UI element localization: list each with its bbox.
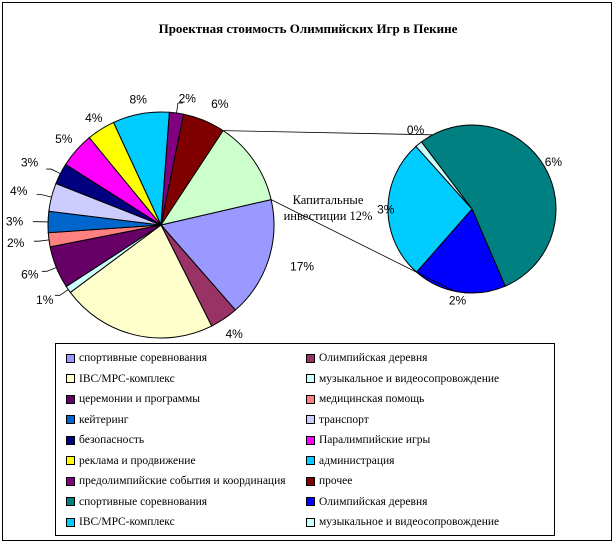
legend-item: Олимпийская деревня xyxy=(306,348,427,368)
secondary-pie-slice xyxy=(387,145,473,273)
legend-label: музыкальное и видеосопровождение xyxy=(319,372,500,385)
main-pie-data-label: 17% xyxy=(290,260,314,274)
legend-label: транспорт xyxy=(319,413,369,426)
legend-swatch xyxy=(66,456,75,465)
legend-label: IBC/MPC-комплекс xyxy=(79,372,175,385)
series-connector-line xyxy=(270,199,455,292)
main-pie-data-label: 4% xyxy=(85,111,103,125)
legend-label: администрация xyxy=(319,454,395,467)
data-label-leader-line xyxy=(33,239,50,242)
legend-label: предолимпийские события и координация xyxy=(79,475,286,487)
secondary-pie-data-label: 3% xyxy=(377,202,395,216)
legend-item: кейтеринг xyxy=(66,410,128,430)
secondary-pie-slice xyxy=(420,124,557,287)
legend-item: церемонии и программы xyxy=(66,389,200,409)
data-label-leader-line xyxy=(36,194,52,198)
secondary-pie-data-label: 0% xyxy=(407,123,425,137)
legend-item: транспорт xyxy=(306,410,369,430)
legend-label: спортивные соревнования xyxy=(79,495,208,508)
main-pie-slice xyxy=(159,129,272,226)
legend-swatch xyxy=(306,394,315,404)
legend-item: медицинская помощь xyxy=(306,389,424,409)
legend-swatch xyxy=(306,517,315,527)
legend-item: музыкальное и видеосопровождение xyxy=(306,369,499,389)
data-label-leader-line xyxy=(41,267,57,272)
secondary-pie-slice xyxy=(415,208,506,294)
main-pie-data-label: 4% xyxy=(10,184,28,198)
legend-swatch xyxy=(66,476,75,486)
main-pie-data-label: 6% xyxy=(211,97,229,111)
legend-item: Паралимпийские игры xyxy=(306,430,430,450)
legend-label: прочее xyxy=(319,475,353,487)
legend-swatch xyxy=(66,497,75,506)
main-pie-data-label: 3% xyxy=(6,214,24,228)
legend-label: безопасность xyxy=(79,434,145,446)
legend-item: Олимпийская деревня xyxy=(306,492,427,512)
pie-chart-area: 17%4%22%1%6%2%3%4%3%5%4%8%2%6%Капитальны… xyxy=(6,92,563,341)
main-pie-data-label: 2% xyxy=(7,236,25,250)
legend-swatch xyxy=(306,374,315,383)
legend-swatch xyxy=(66,415,75,424)
main-pie-data-label: 8% xyxy=(130,92,148,106)
chart-title: Проектная стоимость Олимпийских Игр в Пе… xyxy=(158,21,458,36)
main-pie-data-label: 3% xyxy=(21,155,39,169)
legend-label: реклама и продвижение xyxy=(79,454,196,467)
legend-item: музыкальное и видеосопровождение xyxy=(306,512,499,532)
legend-label: кейтеринг xyxy=(79,413,129,426)
legend-label: Олимпийская деревня xyxy=(319,352,428,364)
main-pie-data-label: 4% xyxy=(225,327,243,341)
series-connector-line xyxy=(223,130,433,136)
capital-investment-label: Капитальные инвестиции 12% xyxy=(284,193,373,223)
chart-frame: Проектная стоимость Олимпийских Игр в Пе… xyxy=(2,2,612,541)
main-pie-data-label: 6% xyxy=(21,268,39,282)
legend-swatch xyxy=(66,394,75,404)
legend-item: IBC/MPC-комплекс xyxy=(66,369,175,389)
legend-swatch xyxy=(306,415,315,424)
data-label-leader-line xyxy=(54,289,69,296)
legend-swatch xyxy=(306,497,315,506)
legend-swatch xyxy=(306,456,315,465)
legend-label: церемонии и программы xyxy=(79,393,201,405)
secondary-pie-data-label: 2% xyxy=(449,293,467,307)
legend-label: медицинская помощь xyxy=(319,393,425,405)
legend-swatch xyxy=(66,353,75,363)
main-pie-data-label: 1% xyxy=(36,293,54,307)
legend-item: спортивные соревнования xyxy=(66,492,207,512)
secondary-pie-data-label: 6% xyxy=(545,155,563,169)
legend-swatch xyxy=(306,353,315,363)
legend-swatch xyxy=(66,435,75,445)
legend-label: Олимпийская деревня xyxy=(319,495,428,508)
legend-label: спортивные соревнования xyxy=(79,352,208,364)
main-pie-data-label: 5% xyxy=(55,132,73,146)
main-pie-data-label: 2% xyxy=(179,92,197,106)
main-pie-slice xyxy=(160,198,275,311)
secondary-pie-slice xyxy=(415,141,473,210)
legend-label: музыкальное и видеосопровождение xyxy=(319,516,500,528)
legend-swatch xyxy=(66,517,75,527)
legend-item: администрация xyxy=(306,451,394,471)
legend-item: безопасность xyxy=(66,430,144,450)
legend-swatch xyxy=(306,435,315,445)
legend-item: предолимпийские события и координация xyxy=(66,471,286,491)
data-label-leader-line xyxy=(176,102,183,114)
legend-item: реклама и продвижение xyxy=(66,451,196,471)
legend-label: IBC/MPC-комплекс xyxy=(79,516,175,528)
chart-legend: спортивные соревнования Олимпийская дерев… xyxy=(55,343,555,536)
data-label-leader-line xyxy=(46,168,61,175)
legend-item: спортивные соревнования xyxy=(66,348,207,368)
main-pie-slice xyxy=(69,224,213,339)
legend-label: Паралимпийские игры xyxy=(319,434,431,446)
legend-swatch xyxy=(306,476,315,486)
legend-swatch xyxy=(66,374,75,383)
legend-item: прочее xyxy=(306,471,352,491)
legend-item: IBC/MPC-комплекс xyxy=(66,512,175,532)
